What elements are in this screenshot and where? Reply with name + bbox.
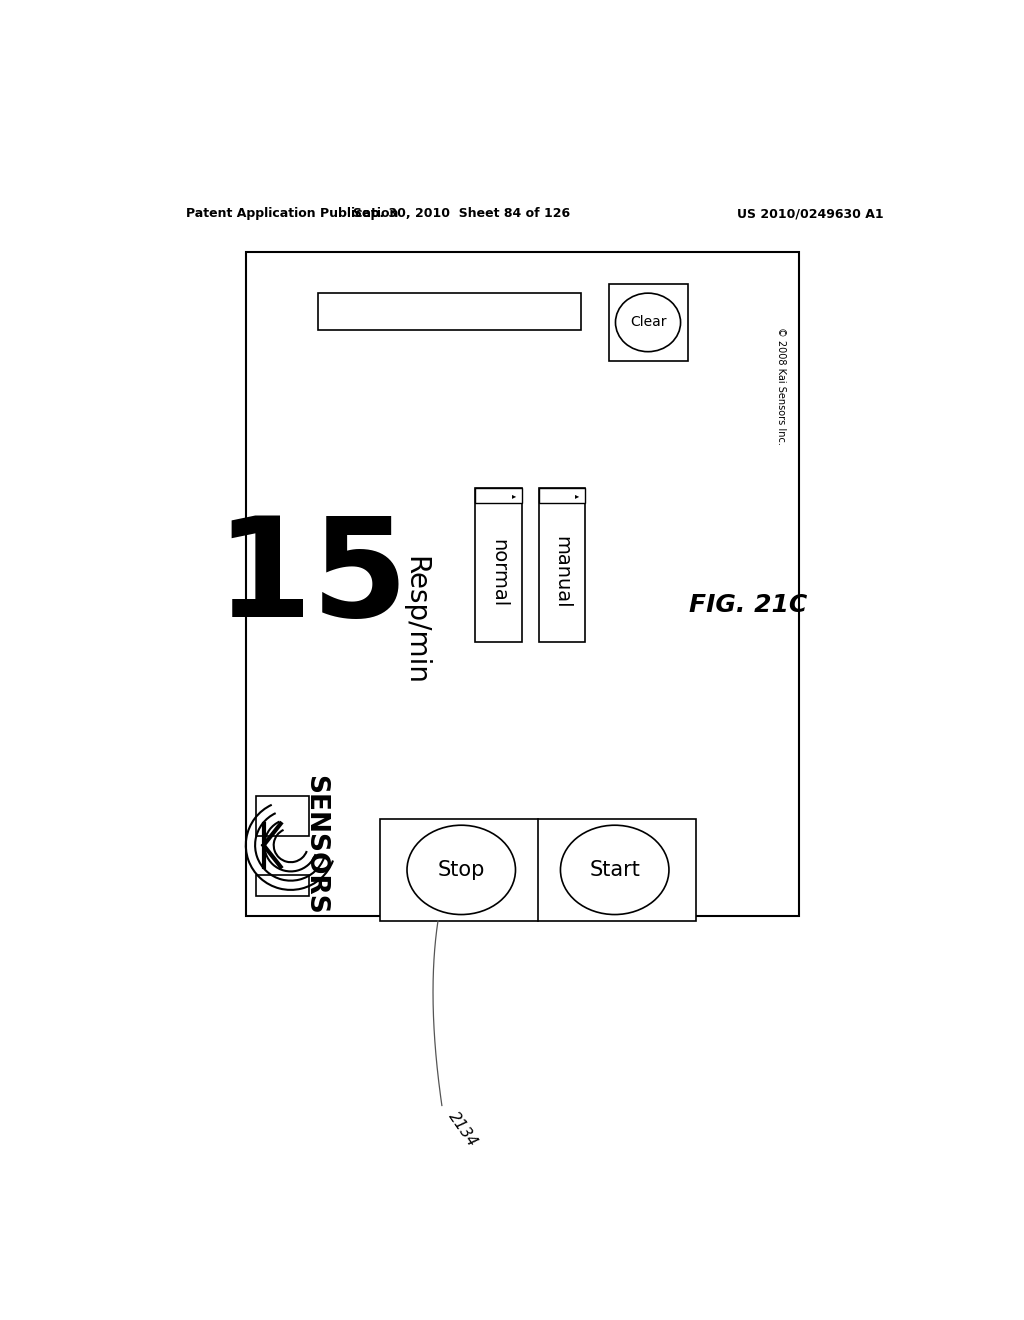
Text: ▸: ▸ [512,491,516,500]
Bar [256,875,308,896]
Bar [539,488,586,642]
Bar [256,796,308,836]
Bar [475,488,521,503]
Text: Resp/min: Resp/min [400,556,429,685]
Text: Stop: Stop [437,859,485,880]
Text: Start: Start [589,859,640,880]
Text: 2134: 2134 [445,1109,480,1150]
Ellipse shape [615,293,681,351]
Text: Sep. 30, 2010  Sheet 84 of 126: Sep. 30, 2010 Sheet 84 of 126 [352,207,569,220]
Text: ▸: ▸ [575,491,580,500]
Bar [246,252,799,916]
Bar [475,488,521,642]
Ellipse shape [560,825,669,915]
Text: SENSORS: SENSORS [302,775,329,915]
Text: US 2010/0249630 A1: US 2010/0249630 A1 [736,207,884,220]
Text: FIG. 21C: FIG. 21C [689,593,807,616]
Text: 15: 15 [216,511,409,645]
Text: © 2008 Kai Sensors Inc.: © 2008 Kai Sensors Inc. [776,326,786,445]
Text: Clear: Clear [630,315,667,330]
Text: normal: normal [488,539,508,607]
Text: manual: manual [553,536,571,609]
Bar [317,293,582,330]
Bar [608,284,687,360]
Bar [380,818,696,921]
Ellipse shape [407,825,515,915]
Text: Patent Application Publication: Patent Application Publication [186,207,398,220]
Bar [539,488,586,503]
